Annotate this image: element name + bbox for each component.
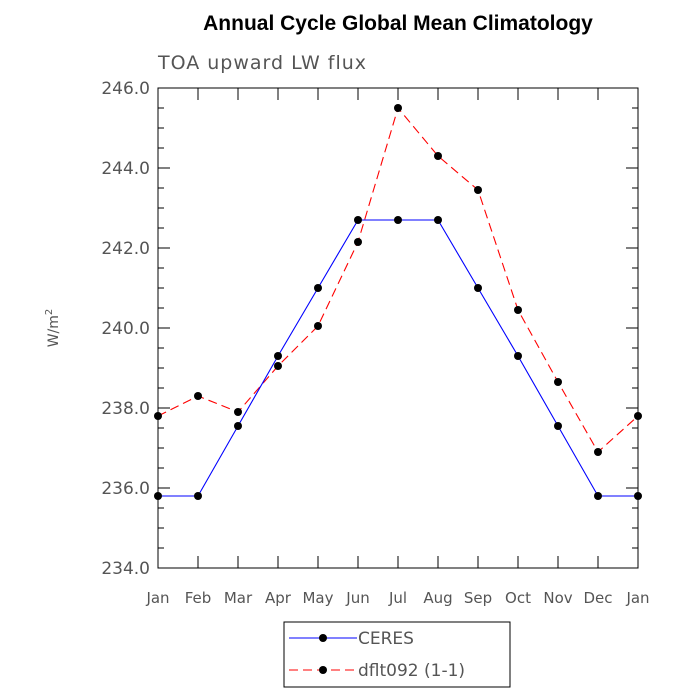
data-point [474, 186, 482, 194]
legend-label: dflt092 (1-1) [358, 661, 465, 681]
y-minor-ticks [158, 107, 638, 549]
x-tick-label: Jan [145, 589, 169, 607]
x-tick-label: Dec [583, 589, 612, 607]
x-tick-label: Feb [185, 589, 212, 607]
x-tick-label: May [302, 589, 333, 607]
y-axis-label-superscript: 2 [44, 309, 55, 315]
data-point [274, 362, 282, 370]
legend-swatch-marker [319, 634, 327, 642]
x-tick-label: Sep [464, 589, 492, 607]
data-point [394, 216, 402, 224]
legend: CERES dflt092 (1-1) [283, 621, 511, 688]
data-point [594, 492, 602, 500]
series-layer [154, 104, 642, 500]
data-point [194, 492, 202, 500]
plot-frame [157, 87, 639, 569]
y-tick-labels: 234.0 236.0 238.0 240.0 242.0 244.0 246.0 [101, 79, 150, 579]
legend-label: CERES [358, 629, 414, 649]
x-tick-label: Aug [423, 589, 452, 607]
data-point [314, 284, 322, 292]
x-tick-label: Nov [543, 589, 572, 607]
data-point [554, 378, 562, 386]
legend-box [283, 621, 511, 688]
x-tick-label: Oct [505, 589, 531, 607]
legend-item: dflt092 (1-1) [289, 661, 465, 681]
y-tick-label: 238.0 [101, 399, 150, 419]
y-axis-label-base: W/m [46, 315, 62, 347]
data-point [234, 408, 242, 416]
data-point [474, 284, 482, 292]
y-tick-label: 240.0 [101, 319, 150, 339]
data-point [354, 216, 362, 224]
data-point [394, 104, 402, 112]
data-point [634, 412, 642, 420]
data-point [314, 322, 322, 330]
data-point [634, 492, 642, 500]
x-tick-label: Jul [388, 589, 407, 607]
x-tick-label: Apr [265, 589, 292, 607]
x-tick-labels: Jan Feb Mar Apr May Jun Jul Aug Sep Oct Nov Dec Jan [145, 589, 649, 607]
y-tick-label: 244.0 [101, 159, 150, 179]
y-tick-label: 242.0 [101, 239, 150, 259]
legend-item: CERES [289, 629, 414, 649]
data-point [194, 392, 202, 400]
chart-title: Annual Cycle Global Mean Climatology [203, 12, 593, 35]
data-point [354, 238, 362, 246]
data-point [234, 422, 242, 430]
y-axis-label: W/m2 [44, 309, 62, 348]
series-line [157, 106, 639, 453]
data-point [434, 152, 442, 160]
axis-ticks [157, 87, 639, 569]
data-point [154, 492, 162, 500]
data-point [594, 448, 602, 456]
data-point [554, 422, 562, 430]
x-tick-label: Jan [625, 589, 649, 607]
y-tick-label: 234.0 [101, 559, 150, 579]
data-point [434, 216, 442, 224]
chart-subtitle: TOA upward LW flux [157, 52, 367, 74]
series-line [158, 219, 638, 497]
series-1 [154, 104, 642, 456]
y-tick-label: 236.0 [101, 479, 150, 499]
y-tick-label: 246.0 [101, 79, 150, 99]
x-tick-label: Jun [345, 589, 369, 607]
series-0 [154, 216, 642, 500]
data-point [514, 306, 522, 314]
data-point [154, 412, 162, 420]
data-point [514, 352, 522, 360]
x-tick-label: Mar [224, 589, 253, 607]
data-point [274, 352, 282, 360]
legend-swatch-marker [319, 666, 327, 674]
